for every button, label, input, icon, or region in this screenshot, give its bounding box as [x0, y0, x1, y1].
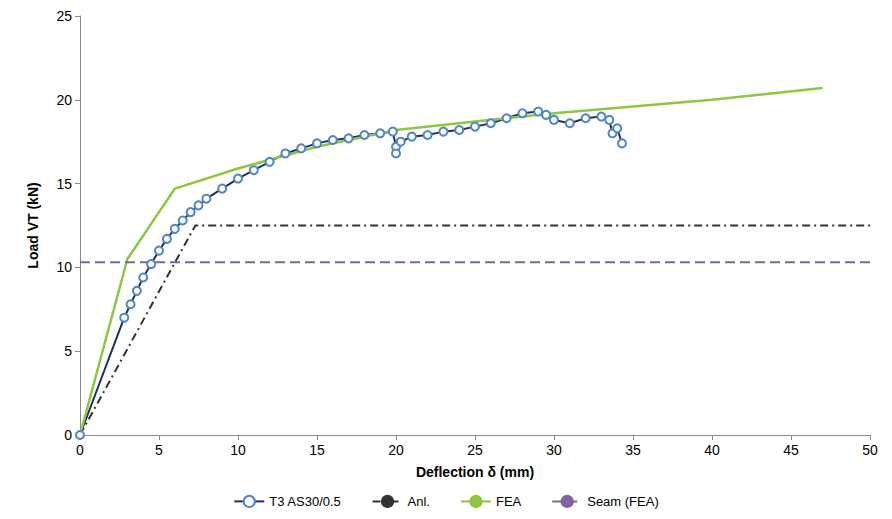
- svg-text:50: 50: [862, 442, 878, 458]
- svg-text:FEA: FEA: [496, 494, 522, 509]
- svg-text:0: 0: [76, 442, 84, 458]
- svg-text:45: 45: [783, 442, 799, 458]
- svg-text:15: 15: [309, 442, 325, 458]
- svg-text:Anl.: Anl.: [408, 494, 430, 509]
- svg-text:Load VT (kN): Load VT (kN): [25, 182, 41, 268]
- svg-text:T3 AS30/0.5: T3 AS30/0.5: [269, 494, 341, 509]
- svg-text:10: 10: [56, 259, 72, 275]
- svg-text:25: 25: [56, 8, 72, 24]
- svg-text:5: 5: [64, 343, 72, 359]
- svg-text:25: 25: [467, 442, 483, 458]
- svg-text:Deflection δ (mm): Deflection δ (mm): [416, 464, 534, 480]
- svg-text:15: 15: [56, 176, 72, 192]
- svg-text:35: 35: [625, 442, 641, 458]
- svg-text:20: 20: [388, 442, 404, 458]
- svg-text:20: 20: [56, 92, 72, 108]
- svg-text:40: 40: [704, 442, 720, 458]
- svg-text:10: 10: [230, 442, 246, 458]
- svg-text:Seam (FEA): Seam (FEA): [587, 494, 659, 509]
- svg-text:5: 5: [155, 442, 163, 458]
- svg-text:0: 0: [64, 427, 72, 443]
- svg-text:30: 30: [546, 442, 562, 458]
